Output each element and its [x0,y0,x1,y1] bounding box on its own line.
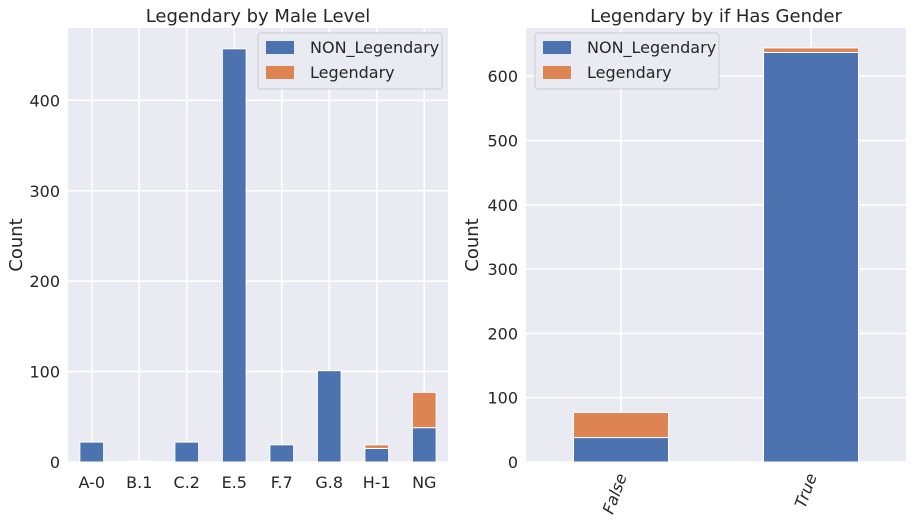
bar-non-legendary-c-2 [174,441,200,463]
y-tick-label: 0 [508,453,518,472]
y-tick-label: 600 [487,67,518,86]
bar-non-legendary-f-7 [269,444,295,463]
bars [573,47,859,463]
y-tick-label: 500 [487,132,518,151]
y-tick-label: 200 [29,272,60,291]
legend-swatch-legendary [543,66,571,79]
bar-non-legendary-true [763,51,859,463]
y-tick-label: 0 [50,453,60,472]
y-tick-label: 400 [487,196,518,215]
y-tick-label: 100 [487,389,518,408]
x-tick-labels: False True [599,471,821,517]
legend: NON_Legendary Legendary [534,32,720,90]
bar-non-legendary-h-1 [364,447,390,463]
legend-swatch-non-legendary [543,41,571,54]
chart-title: Legendary by Male Level [146,6,371,27]
bar-non-legendary-b-1 [126,460,152,463]
bars [79,48,437,463]
y-tick-label: 100 [29,363,60,382]
y-axis-label: Count [462,218,483,271]
x-tick-label: F.7 [271,473,293,492]
legend-label-legendary: Legendary [310,63,395,82]
x-tick-label: True [791,471,821,511]
legend-label-legendary: Legendary [587,63,672,82]
x-tick-label: G.8 [315,473,343,492]
y-tick-label: 300 [487,260,518,279]
x-tick-label: H-1 [363,473,391,492]
bar-non-legendary-e-5 [221,48,247,463]
bar-legendary-h-1 [364,444,390,449]
legend: NON_Legendary Legendary [257,32,443,90]
x-tick-label: NG [412,473,436,492]
x-tick-label: A-0 [78,473,105,492]
y-tick-labels: 0 100 200 300 400 [29,91,60,472]
y-tick-label: 300 [29,182,60,201]
x-tick-label: E.5 [222,473,247,492]
legend-label-non-legendary: NON_Legendary [310,38,439,58]
legend-label-non-legendary: NON_Legendary [587,38,716,58]
x-tick-label: C.2 [174,473,200,492]
bar-non-legendary-false [573,437,669,463]
y-tick-label: 400 [29,91,60,110]
x-tick-label: B.1 [126,473,152,492]
legend-frame [534,32,720,90]
legend-swatch-non-legendary [266,41,294,54]
chart-legendary-by-male-level: 0 100 200 300 400 A-0 B.1 C.2 E.5 F.7 G.8 H-1 NG Le… [6,6,448,492]
bar-legendary-ng [411,391,437,429]
bar-non-legendary-g-8 [316,370,342,463]
bar-legendary-false [573,411,669,439]
bar-non-legendary-ng [411,427,437,463]
plot-area [68,28,448,462]
y-tick-labels: 0 100 200 300 400 500 600 [487,67,518,472]
gridlines [68,28,448,463]
bar-non-legendary-a-0 [79,441,105,463]
bar-legendary-true [763,47,859,53]
legend-swatch-legendary [266,66,294,79]
y-axis-label: Count [6,218,27,271]
x-tick-label: False [599,471,631,517]
chart-legendary-by-has-gender: 0 100 200 300 400 500 600 False True Legendary … [462,6,906,516]
legend-frame [257,32,443,90]
y-tick-label: 200 [487,324,518,343]
x-tick-labels: A-0 B.1 C.2 E.5 F.7 G.8 H-1 NG [78,473,436,492]
chart-title: Legendary by if Has Gender [590,6,842,27]
